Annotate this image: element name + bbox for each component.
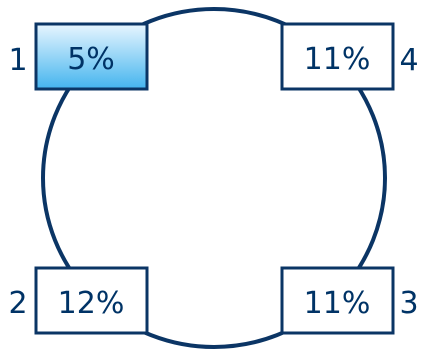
node-2-number: 2: [8, 286, 27, 321]
node-1-value: 5%: [67, 42, 115, 77]
node-2-value: 12%: [58, 286, 125, 321]
node-3-box: [280, 266, 395, 335]
node-1: 5% 1: [8, 22, 149, 91]
node-2-box: [34, 266, 149, 335]
node-1-box: [34, 22, 149, 91]
ring: [41, 7, 387, 349]
node-2: 12% 2: [8, 266, 149, 335]
node-4-value: 11%: [304, 42, 371, 77]
node-4: 11% 4: [280, 22, 419, 91]
node-4-number: 4: [399, 43, 418, 78]
node-3: 11% 3: [280, 266, 419, 335]
node-3-number: 3: [399, 286, 418, 321]
node-3-value: 11%: [304, 286, 371, 321]
node-1-number: 1: [8, 43, 27, 78]
node-4-box: [280, 22, 395, 91]
